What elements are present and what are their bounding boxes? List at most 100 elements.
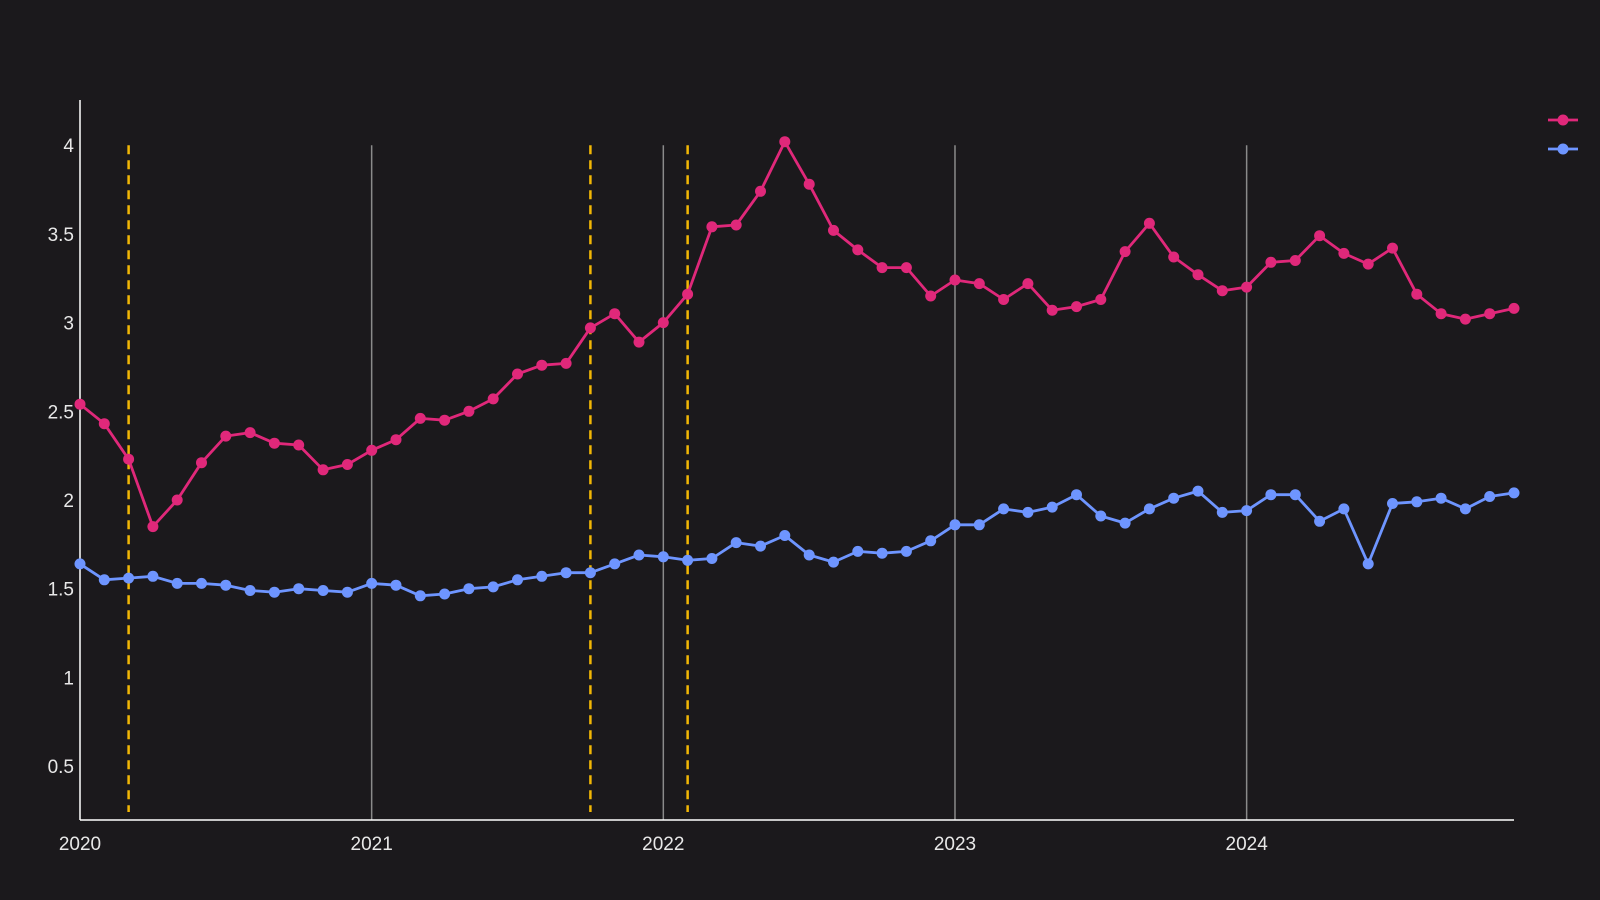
series-1-point: [852, 244, 864, 256]
series-2-point: [196, 577, 207, 589]
x-tick-label: 2022: [642, 834, 684, 855]
series-2-point: [293, 583, 305, 595]
series-2-point: [1119, 517, 1131, 529]
series-2-point: [828, 556, 839, 568]
series-2-point: [925, 535, 937, 547]
series-1-point: [1362, 258, 1374, 270]
series-2-point: [1314, 515, 1326, 527]
legend-series-1-marker: [1557, 114, 1569, 126]
series-1-point: [1168, 251, 1180, 263]
series-1-point: [220, 430, 232, 442]
series-2-point: [900, 545, 912, 557]
series-2-point: [1508, 487, 1520, 499]
series-1-point: [147, 521, 159, 533]
series-1-point: [1022, 278, 1034, 290]
series-1-point: [1411, 288, 1423, 300]
x-tick-label: 2023: [934, 834, 976, 855]
series-2-point: [1338, 503, 1350, 515]
series-2-point: [730, 537, 742, 549]
series-1-point: [1314, 230, 1326, 242]
series-1-point: [487, 393, 499, 405]
series-2-point: [268, 586, 280, 598]
y-tick-label: 2: [63, 491, 74, 512]
series-1-point: [1095, 294, 1107, 305]
series-1-point: [123, 453, 135, 465]
series-1-point: [268, 437, 280, 449]
series-2-point: [1411, 496, 1423, 508]
series-2-point: [633, 549, 645, 561]
series-2-point: [973, 519, 985, 531]
series-1-point: [512, 368, 523, 380]
series-2-point: [657, 551, 669, 563]
x-tick-label: 2020: [59, 834, 101, 855]
series-1-point: [925, 290, 937, 302]
series-1-line: [79, 140, 1515, 528]
series-1-point: [633, 336, 645, 348]
series-1-point: [317, 464, 329, 476]
series-2-point: [1484, 491, 1496, 502]
series-1-point: [536, 359, 548, 371]
series-2-point: [779, 530, 791, 541]
series-1-point: [463, 405, 475, 417]
series-1-point: [828, 224, 839, 236]
series-1-point: [1119, 246, 1131, 258]
series-1-point: [1192, 269, 1204, 281]
series-1-point: [1265, 256, 1277, 268]
series-1-point: [98, 418, 110, 430]
series-1-point: [803, 178, 815, 190]
series-2-point: [1362, 558, 1374, 570]
series-1-point: [1216, 285, 1228, 297]
series-1-point: [1459, 313, 1471, 325]
series-2-point: [998, 503, 1010, 515]
series-2-point: [949, 519, 961, 531]
series-2-point: [536, 570, 548, 582]
y-tick-label: 4: [63, 136, 74, 157]
series-1-point: [973, 278, 985, 290]
series-1-point: [366, 444, 378, 456]
series-2-point: [512, 574, 523, 586]
series-2-point: [1022, 506, 1034, 518]
y-tick-label: 1: [63, 668, 74, 689]
series-1-point: [949, 274, 961, 286]
series-1-point: [706, 221, 718, 233]
series-1-point: [560, 357, 572, 369]
series-2-point: [1046, 501, 1058, 513]
series-2-point: [366, 577, 378, 589]
series-2-point: [1071, 489, 1082, 501]
series-2-point: [1459, 503, 1471, 515]
series-1-point: [1484, 308, 1496, 320]
series-2-point: [463, 583, 475, 595]
series-1-point: [341, 459, 353, 470]
y-tick-label: 0.5: [48, 757, 74, 778]
series-1-point: [1143, 217, 1155, 229]
series-2-point: [1241, 505, 1253, 517]
series-1-point: [1289, 255, 1301, 266]
series-2-point: [1387, 498, 1398, 509]
series-2-point: [1289, 489, 1301, 501]
series-2-point: [341, 586, 353, 598]
x-tick-label: 2024: [1226, 834, 1269, 855]
series-2-point: [803, 549, 815, 561]
series-2-point: [1095, 510, 1107, 522]
series-1-point: [657, 317, 669, 329]
series-2-point: [1168, 492, 1180, 504]
series-1-point: [779, 136, 791, 148]
series-1-point: [1046, 304, 1058, 316]
series-2-point: [584, 567, 596, 579]
series-2-point: [487, 581, 499, 593]
y-tick-label: 2.5: [48, 402, 74, 423]
series-1-point: [900, 262, 912, 274]
series-1-point: [414, 412, 426, 424]
series-1-point: [609, 308, 621, 320]
series-2-point: [98, 574, 110, 586]
series-1-point: [1071, 301, 1082, 313]
series-1-point: [293, 439, 305, 451]
series-2-point: [706, 553, 718, 564]
series-2-point: [755, 540, 766, 552]
series-1-point: [1387, 242, 1398, 254]
series-1-point: [1508, 302, 1520, 314]
series-2-point: [609, 558, 621, 570]
series-2-point: [852, 545, 864, 557]
series-1-point: [1241, 281, 1253, 293]
